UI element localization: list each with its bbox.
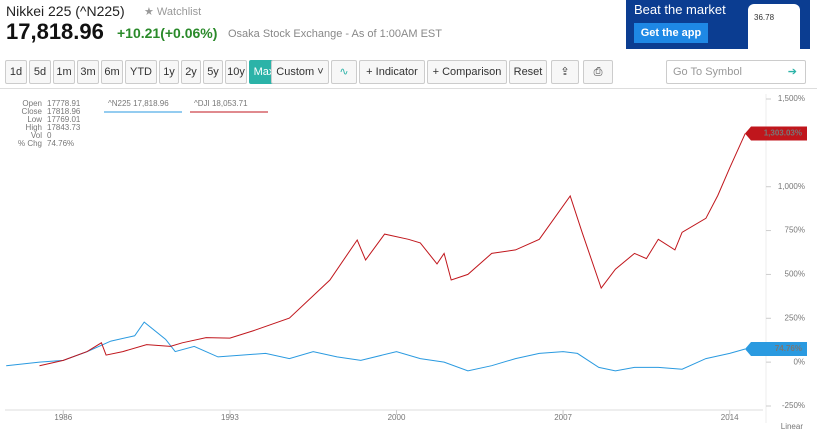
y-tick-label: 250% <box>785 313 805 322</box>
chart: Open 17778.91 Close 17818.96 Low 17769.01 High… <box>5 94 807 431</box>
phone-value: 36.78 <box>754 13 775 22</box>
ad-headline: Beat the market <box>634 2 726 17</box>
y-tick-label: 1,000% <box>778 182 805 191</box>
range-button[interactable]: 1d <box>5 60 27 84</box>
info-label: High <box>26 123 42 132</box>
scale-label: Linear <box>781 422 804 431</box>
y-tick-label: 0% <box>793 357 805 366</box>
x-tick-label: 1986 <box>54 413 72 422</box>
info-value: 17818.96 <box>47 107 81 116</box>
x-tick-label: 1993 <box>221 413 239 422</box>
custom-label[interactable]: Custom <box>276 66 315 78</box>
end-label: 1,303.03% <box>764 129 802 138</box>
chart-type-button[interactable]: ∿ <box>331 60 357 84</box>
symbol-input[interactable]: Go To Symbol ➔ <box>666 60 806 84</box>
info-value: 74.76% <box>47 139 74 148</box>
end-label-box <box>745 342 807 357</box>
range-button[interactable]: 5d <box>29 60 51 84</box>
series-line <box>6 321 746 372</box>
end-label-box <box>745 126 807 141</box>
range-button[interactable]: 10y <box>225 60 247 84</box>
watchlist[interactable]: ★ Watchlist <box>144 6 202 18</box>
x-tick-label: 2007 <box>554 413 572 422</box>
range-button[interactable]: 1m <box>53 60 75 84</box>
ad[interactable]: Beat the market Get the app 36.78 <box>626 0 810 49</box>
range-button[interactable]: 1y <box>159 60 179 84</box>
ad-button[interactable]: Get the app <box>634 23 708 43</box>
title: Nikkei 225 (^N225) <box>6 3 125 19</box>
series-line <box>39 133 746 367</box>
info-label: Open <box>22 99 42 108</box>
info-value: 17843.73 <box>47 123 81 132</box>
range-button[interactable]: 6m <box>101 60 123 84</box>
share-button[interactable]: ⇪ <box>551 60 579 84</box>
phone: 36.78 <box>748 4 800 49</box>
info-label: % Chg <box>18 139 42 148</box>
custom-button[interactable]: Custom ˅ <box>271 60 329 84</box>
legend-label: ^DJI 18,053.71 <box>194 99 248 108</box>
indicator-button[interactable]: + Indicator <box>359 60 425 84</box>
info-label: Vol <box>31 131 42 140</box>
end-label: 74.76% <box>775 344 802 353</box>
symbol-placeholder[interactable]: Go To Symbol <box>673 66 742 78</box>
y-tick-label: 1,500% <box>778 94 805 103</box>
comparison-label[interactable]: Comparison <box>442 66 502 78</box>
comparison-button[interactable]: + Comparison <box>427 60 507 84</box>
info-label: Close <box>22 107 43 116</box>
price: 17,818.96 <box>6 19 104 44</box>
info-value: 0 <box>47 131 52 140</box>
y-tick-label: 750% <box>785 226 805 235</box>
print-button[interactable]: ⎙ <box>583 60 613 84</box>
info-value: 17769.01 <box>47 115 81 124</box>
info-value: 17778.91 <box>47 99 81 108</box>
exchange: Osaka Stock Exchange - As of 1:00AM EST <box>228 28 442 40</box>
range-button[interactable]: 5y <box>203 60 223 84</box>
watchlist-label[interactable]: Watchlist <box>156 6 202 18</box>
legend-label: ^N225 17,818.96 <box>108 99 169 108</box>
x-tick-label: 2014 <box>721 413 739 422</box>
info-label: Low <box>27 115 42 124</box>
indicator-label[interactable]: Indicator <box>375 66 418 78</box>
range-button[interactable]: 3m <box>77 60 99 84</box>
range-button[interactable]: YTD <box>125 60 157 84</box>
divider <box>0 88 817 89</box>
range-button[interactable]: 2y <box>181 60 201 84</box>
y-tick-label: -250% <box>782 401 805 410</box>
y-tick-label: 500% <box>785 270 805 279</box>
reset-button[interactable]: Reset <box>509 60 547 84</box>
change: +10.21(+0.06%) <box>117 25 218 41</box>
x-tick-label: 2000 <box>388 413 406 422</box>
